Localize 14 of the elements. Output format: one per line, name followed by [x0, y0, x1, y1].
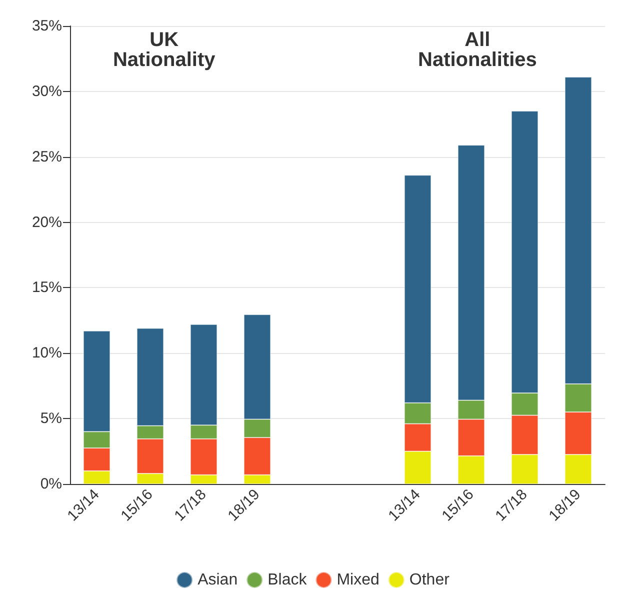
y-tick-label: 35%: [32, 18, 62, 34]
y-tick-label: 5%: [40, 410, 62, 428]
y-tick-label: 15%: [32, 279, 62, 296]
legend-label: Black: [268, 572, 308, 588]
y-tick-label: 30%: [32, 82, 62, 100]
y-tick-label: 25%: [32, 148, 62, 166]
legend-label: Asian: [198, 572, 238, 588]
y-tick-label: 10%: [32, 344, 62, 362]
annotation: All Nationalities: [418, 29, 537, 71]
y-tick-label: 20%: [32, 214, 62, 231]
annotation: UK Nationality: [112, 29, 216, 71]
y-tick-label: 0%: [40, 476, 62, 492]
legend-label: Mixed: [336, 572, 380, 588]
legend-label: Other: [409, 572, 450, 588]
